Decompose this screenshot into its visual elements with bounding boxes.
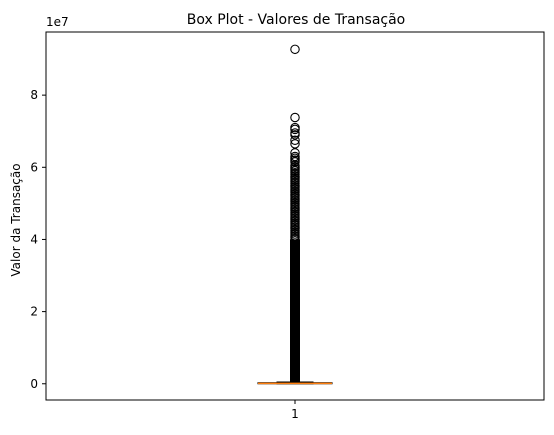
- outlier-marker: [290, 44, 300, 55]
- y-tick-label: 6: [30, 160, 38, 174]
- outlier-marker: [290, 148, 300, 158]
- y-offset-label: 1e7: [46, 15, 69, 29]
- x-tick-label: 1: [291, 407, 299, 421]
- outlier-marker: [290, 157, 300, 167]
- outlier-marker: [290, 139, 300, 149]
- outlier-marker: [290, 112, 300, 123]
- y-axis-label: Valor da Transação: [9, 163, 23, 276]
- chart-title: Box Plot - Valores de Transação: [187, 12, 406, 28]
- y-tick-label: 2: [30, 305, 38, 319]
- plot-area: 0 2 4 6 8 1: [30, 31, 545, 421]
- outlier-marker: [290, 135, 300, 145]
- y-tick-label: 4: [30, 232, 38, 246]
- y-tick-label: 8: [30, 88, 38, 102]
- outlier-marker: [290, 234, 300, 245]
- outlier-marker: [290, 130, 300, 140]
- y-tick-label: 0: [30, 377, 38, 391]
- outlier-dense-band: [290, 239, 300, 382]
- outlier-marker: [290, 124, 300, 135]
